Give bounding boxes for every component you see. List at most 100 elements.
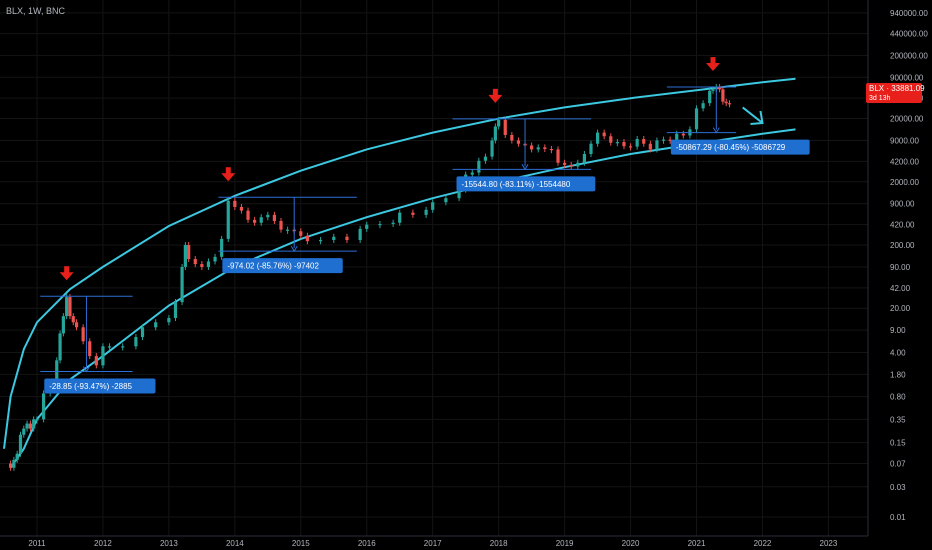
candle-body bbox=[675, 133, 679, 140]
top-marker-arrow-head bbox=[59, 272, 74, 281]
candle-body bbox=[183, 245, 187, 267]
top-marker-arrow-shaft bbox=[225, 167, 231, 175]
candle-body bbox=[332, 236, 336, 241]
channel-upper-curve bbox=[3, 77, 796, 449]
candle-body bbox=[286, 229, 290, 231]
candle-body bbox=[88, 341, 92, 357]
y-tick-label: 42.00 bbox=[890, 284, 911, 293]
x-tick-label: 2020 bbox=[622, 539, 640, 548]
price-tag-text: BLX · 33881.09 bbox=[869, 84, 925, 93]
candle-body bbox=[8, 463, 13, 468]
candle-body bbox=[701, 103, 705, 109]
candle-body bbox=[180, 266, 184, 303]
candle-body bbox=[74, 322, 79, 328]
candle-body bbox=[642, 139, 646, 144]
measure-label-text: -28.85 (-93.47%) -2885 bbox=[49, 382, 132, 391]
measure-arrowhead bbox=[712, 127, 720, 134]
y-tick-label: 0.07 bbox=[890, 460, 906, 469]
candle-body bbox=[708, 90, 712, 104]
last-price-tag: BLX · 33881.09 3d 13h bbox=[866, 83, 925, 103]
x-tick-label: 2017 bbox=[424, 539, 442, 548]
measure-arrowhead bbox=[290, 245, 298, 253]
candle-body bbox=[140, 327, 145, 338]
channel-lower-curve bbox=[9, 128, 796, 469]
top-marker-arrow-head bbox=[706, 63, 721, 72]
measure-label-box bbox=[670, 139, 810, 155]
candle-body bbox=[727, 103, 732, 105]
candle-body bbox=[530, 145, 534, 150]
candle-body bbox=[246, 210, 250, 220]
candle-body bbox=[681, 133, 685, 136]
y-tick-label: 2000.00 bbox=[890, 178, 919, 187]
candle-body bbox=[22, 428, 26, 435]
y-tick-label: 20.00 bbox=[890, 304, 911, 313]
candle-body bbox=[711, 89, 715, 91]
candle-body bbox=[213, 256, 217, 262]
x-tick-label: 2013 bbox=[160, 539, 178, 548]
time-axis[interactable]: 2011 2012 2013 2014 2015 2016 2017 2018 2019 2020… bbox=[0, 535, 868, 548]
x-tick-label: 2023 bbox=[820, 539, 838, 548]
candle-body bbox=[68, 297, 72, 317]
candle-body bbox=[28, 423, 32, 429]
candle-body bbox=[563, 162, 567, 165]
candle-body bbox=[718, 87, 722, 90]
candle-body bbox=[259, 217, 263, 223]
candle-body bbox=[424, 209, 428, 215]
y-tick-label: 420.00 bbox=[890, 221, 915, 230]
candle-body bbox=[15, 453, 19, 460]
candle-body bbox=[206, 261, 211, 267]
candle-body bbox=[602, 132, 606, 137]
candle-body bbox=[233, 200, 237, 207]
x-tick-label: 2011 bbox=[28, 539, 46, 548]
measure-label-text: -974.02 (-85.76%) -97402 bbox=[227, 262, 319, 271]
candle-body bbox=[503, 119, 507, 135]
y-tick-label: 900.00 bbox=[890, 200, 915, 209]
x-tick-label: 2016 bbox=[358, 539, 376, 548]
y-tick-label: 9000.00 bbox=[890, 136, 919, 145]
y-tick-label: 90.00 bbox=[890, 263, 911, 272]
candle-body bbox=[493, 126, 497, 141]
y-tick-label: 4.00 bbox=[890, 348, 906, 357]
candle-body bbox=[154, 322, 158, 328]
candle-body bbox=[536, 147, 540, 150]
candle-body bbox=[470, 172, 474, 175]
candle-body bbox=[299, 231, 303, 236]
candle-body bbox=[101, 346, 105, 366]
x-tick-label: 2014 bbox=[226, 539, 244, 548]
candle-body bbox=[345, 236, 349, 241]
candle-body bbox=[25, 423, 29, 429]
candle-body bbox=[510, 134, 514, 141]
candle-body bbox=[55, 360, 59, 391]
candle-body bbox=[173, 302, 178, 319]
candle-body bbox=[378, 223, 382, 226]
x-tick-label: 2018 bbox=[490, 539, 508, 548]
candle-body bbox=[358, 228, 362, 241]
price-tag-countdown: 3d 13h bbox=[869, 95, 891, 102]
candle-body bbox=[635, 139, 639, 147]
candle-body bbox=[58, 333, 62, 361]
symbol-header: BLX, 1W, BNC bbox=[6, 6, 66, 16]
candle-body bbox=[556, 149, 560, 163]
candle-body bbox=[81, 327, 85, 342]
candle-body bbox=[595, 132, 600, 144]
grid-layer bbox=[0, 0, 868, 536]
candle-body bbox=[167, 318, 171, 323]
candle-body bbox=[661, 139, 666, 141]
candle-body bbox=[622, 142, 626, 147]
candle-body bbox=[200, 264, 204, 267]
outlook-arrow-head bbox=[750, 110, 764, 126]
measure-arrowhead bbox=[83, 366, 90, 373]
x-tick-label: 2022 bbox=[754, 539, 772, 548]
candle-body bbox=[65, 297, 69, 317]
candle-body bbox=[582, 154, 586, 163]
candle-body bbox=[398, 212, 402, 223]
candle-body bbox=[609, 136, 613, 143]
candle-body bbox=[569, 164, 573, 167]
top-marker-arrow-head bbox=[221, 173, 236, 182]
y-tick-label: 940000.00 bbox=[890, 9, 928, 18]
y-tick-label: 0.15 bbox=[890, 439, 906, 448]
candle-body bbox=[516, 140, 521, 144]
x-tick-label: 2021 bbox=[688, 539, 706, 548]
y-tick-label: 1.80 bbox=[890, 370, 906, 379]
